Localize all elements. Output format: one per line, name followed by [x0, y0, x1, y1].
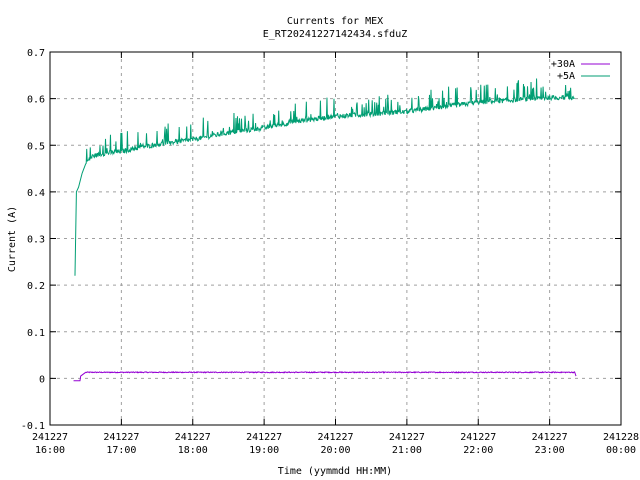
y-tick-label: 0	[39, 374, 45, 385]
y-axis-label: Current (A)	[7, 206, 18, 272]
chart-subtitle: E_RT20241227142434.sfduZ	[263, 29, 408, 40]
x-axis-label: Time (yymmdd HH:MM)	[278, 466, 392, 477]
y-tick-label: 0.4	[27, 188, 45, 199]
x-tick-label-date: 241227	[175, 432, 211, 443]
x-tick-label-time: 22:00	[463, 445, 493, 456]
x-tick-label-time: 20:00	[320, 445, 350, 456]
y-tick-label: 0.2	[27, 281, 45, 292]
x-tick-label-date: 241227	[32, 432, 68, 443]
legend-label: +30A	[551, 59, 575, 70]
x-tick-label-time: 19:00	[249, 445, 279, 456]
x-tick-label-date: 241227	[460, 432, 496, 443]
x-tick-label-date: 241227	[389, 432, 425, 443]
grid-lines	[50, 52, 621, 425]
y-tick-label: 0.6	[27, 95, 45, 106]
legend: +30A+5A	[551, 59, 610, 82]
y-tick-label: 0.5	[27, 141, 45, 152]
x-tick-label-date: 241227	[532, 432, 568, 443]
y-tick-label: 0.1	[27, 328, 45, 339]
x-tick-label-time: 18:00	[178, 445, 208, 456]
axis-ticks: -0.1 0 0.1 0.2 0.3 0.4 0.5 0.6 0.7 241227 16:00 241…	[21, 48, 639, 456]
x-tick-label-time: 17:00	[106, 445, 136, 456]
x-tick-label-date: 241227	[246, 432, 282, 443]
x-tick-label-date: 241227	[103, 432, 139, 443]
x-tick-label-time: 00:00	[606, 445, 636, 456]
series-line-plus5a	[74, 78, 575, 276]
chart-title: Currents for MEX	[287, 16, 383, 27]
x-tick-label-time: 16:00	[35, 445, 65, 456]
x-tick-label-time: 21:00	[392, 445, 422, 456]
y-tick-label: 0.7	[27, 48, 45, 59]
series-line-plus30a	[73, 370, 577, 382]
x-tick-label-date: 241228	[603, 432, 639, 443]
x-tick-label-date: 241227	[317, 432, 353, 443]
legend-label: +5A	[557, 71, 575, 82]
y-tick-label: -0.1	[21, 421, 45, 432]
y-tick-label: 0.3	[27, 235, 45, 246]
series-lines	[73, 78, 577, 382]
x-tick-label-time: 23:00	[535, 445, 565, 456]
